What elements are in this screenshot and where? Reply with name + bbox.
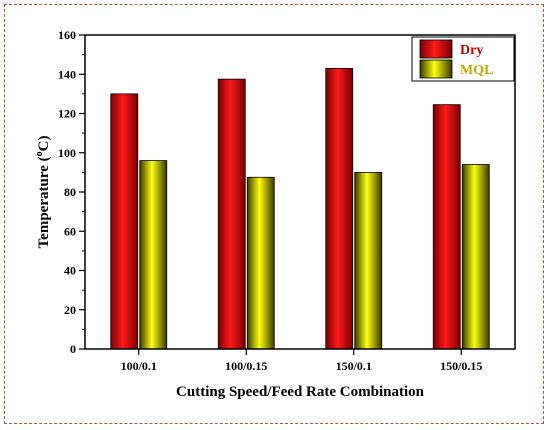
x-tick-label: 100/0.1 <box>121 359 157 373</box>
y-tick-label: 0 <box>70 342 76 356</box>
bar-mql-1 <box>246 176 275 350</box>
y-axis-title: Temperature (oC) <box>34 136 52 249</box>
x-tick-label: 100/0.15 <box>225 359 267 373</box>
x-tick-label: 150/0.1 <box>336 359 372 373</box>
bar-dry-1 <box>217 78 246 350</box>
y-tick-label: 40 <box>64 264 76 278</box>
y-tick-label: 160 <box>58 28 76 42</box>
bar-mql-0 <box>139 160 168 350</box>
legend-label-dry: Dry <box>460 43 483 58</box>
bar-dry-0 <box>110 93 139 350</box>
y-tick-label: 60 <box>64 224 76 238</box>
bar-dry-2 <box>325 67 354 350</box>
y-axis-ticks: 0 20 40 60 80 100 120 140 160 <box>58 28 85 356</box>
y-tick-label: 80 <box>64 185 76 199</box>
bar-dry-3 <box>432 104 461 350</box>
legend: Dry MQL <box>411 36 515 82</box>
plot-area-border <box>84 34 516 350</box>
legend-label-mql: MQL <box>460 63 493 78</box>
x-axis-title: Cutting Speed/Feed Rate Combination <box>176 384 425 400</box>
bar-mql-2 <box>354 171 383 350</box>
x-tick-label: 150/0.15 <box>440 359 482 373</box>
legend-swatch-dry <box>419 39 453 59</box>
figure-frame <box>4 4 544 424</box>
y-tick-label: 20 <box>64 303 76 317</box>
y-tick-label: 120 <box>58 107 76 121</box>
x-axis-ticks: 100/0.1 100/0.15 150/0.1 150/0.15 <box>121 349 482 373</box>
legend-swatch-mql <box>419 59 453 79</box>
y-tick-label: 100 <box>58 146 76 160</box>
bars-group <box>110 67 490 350</box>
bar-mql-3 <box>461 164 490 350</box>
y-tick-label: 140 <box>58 67 76 81</box>
